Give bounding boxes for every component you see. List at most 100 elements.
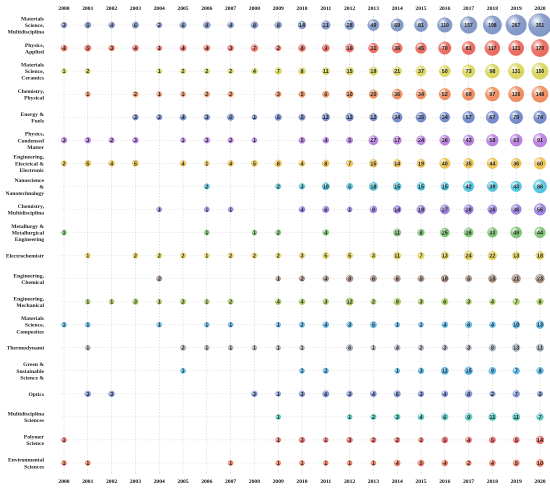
bubble [298, 252, 306, 259]
bubble-value-label: 1 [182, 369, 185, 375]
bubble-value-label: 25 [442, 230, 448, 236]
bubble [298, 275, 306, 282]
bubble [512, 320, 521, 329]
bubble [486, 157, 499, 169]
bubble-value-label: 52 [442, 92, 448, 98]
year-label-top: 2009 [273, 6, 284, 12]
bubble [487, 204, 498, 215]
bubble [394, 367, 401, 374]
bubble [322, 229, 330, 236]
bubble-value-label: 3 [443, 346, 446, 352]
bubble [180, 137, 186, 144]
bubble-value-label: 44 [489, 161, 495, 167]
bubble [486, 180, 498, 192]
bubble-value-label: 6 [324, 392, 327, 398]
bubble-value-label: 3 [134, 115, 137, 121]
bubble [156, 45, 162, 51]
bubble-value-label: 2 [229, 138, 232, 144]
bubble [132, 91, 139, 98]
bubble [61, 437, 67, 443]
bubble [275, 437, 282, 443]
bubble [275, 460, 282, 466]
bubble [437, 17, 453, 33]
bubble [391, 111, 403, 123]
bubble [441, 390, 449, 398]
bubble [393, 251, 402, 260]
bubble [84, 390, 91, 398]
bubble-value-label: 4 [301, 207, 304, 213]
bubble [531, 85, 549, 103]
bubble [156, 298, 162, 305]
bubble-value-label: 13 [513, 253, 519, 259]
bubble [460, 16, 478, 34]
bubble [489, 321, 496, 328]
bubble [298, 298, 306, 305]
bubble-value-label: 4 [253, 69, 256, 75]
year-label-bottom: 2018 [487, 479, 498, 485]
bubble [321, 182, 330, 191]
bubble-value-label: 14 [299, 23, 305, 29]
bubble [251, 229, 258, 236]
bubble [440, 182, 450, 191]
bubble [227, 252, 234, 259]
bubble-value-label: 2 [277, 184, 280, 190]
bubble-value-label: 2 [86, 69, 89, 75]
bubble-value-label: 4 [491, 461, 494, 467]
year-label-top: 2010 [296, 6, 307, 12]
bubble-value-label: 15 [466, 369, 472, 375]
bubble [346, 136, 354, 144]
bubble [536, 390, 544, 397]
year-axis-top: 2000 2001 2002 2003 2004 2005 2006 2007 2008 2009… [58, 6, 545, 12]
year-label-top: 2004 [154, 6, 165, 12]
bubble-value-label: 3 [348, 323, 351, 329]
bubble [108, 390, 115, 398]
bubble-value-label: 13 [442, 253, 448, 259]
bubble [299, 367, 305, 374]
bubble [415, 42, 427, 54]
bubble-value-label: 2 [301, 323, 304, 329]
bubble-value-label: 2 [182, 346, 185, 352]
bubble [156, 206, 162, 213]
bubble-value-label: 2 [301, 277, 304, 283]
bubble-value-label: 3 [205, 115, 208, 121]
bubble-value-label: 81 [466, 46, 472, 52]
bubble [132, 252, 139, 259]
bubble-value-label: 2 [229, 253, 232, 259]
bubble [156, 114, 163, 121]
bubble-value-label: 3 [420, 369, 423, 375]
bubble [489, 298, 496, 305]
bubble-value-label: 50 [442, 69, 448, 75]
year-axis-bottom: 2000 2001 2002 2003 2004 2005 2006 2007 2008 2009… [58, 479, 545, 485]
bubble-value-label: 1 [396, 369, 399, 375]
bubble-value-label: 2 [277, 230, 280, 236]
bubble-value-label: 8 [324, 161, 327, 167]
category-label: Electrochemistr [6, 254, 45, 260]
bubble [345, 159, 354, 167]
bubble-value-label: 1 [396, 323, 399, 329]
bubble [275, 252, 282, 259]
bubble-value-label: 1 [158, 46, 161, 52]
category-label: Environmental Sciences [8, 458, 45, 471]
year-label-bottom: 2004 [154, 479, 165, 485]
bubble-value-label: 1 [205, 230, 208, 236]
bubble-value-label: 1 [63, 230, 66, 236]
bubble-value-label: 73 [466, 69, 472, 75]
bubble [510, 204, 522, 215]
bubble-value-label: 198 [488, 23, 497, 29]
bubble [321, 20, 331, 30]
bubble [298, 321, 306, 328]
bubble [394, 321, 401, 328]
bubble [414, 18, 428, 32]
bubble [486, 134, 499, 147]
category-label: Optics [28, 392, 44, 398]
bubble-value-label: 15 [370, 161, 376, 167]
bubble-value-label: 19 [418, 161, 424, 167]
bubble [346, 414, 353, 420]
bubble [393, 459, 401, 467]
bubble-value-label: 18 [537, 253, 543, 259]
bubble [465, 436, 472, 444]
bubble [536, 298, 544, 306]
bubble-value-label: 2 [467, 461, 470, 467]
bubble-value-label: 10 [347, 92, 353, 98]
bubble [483, 15, 502, 35]
